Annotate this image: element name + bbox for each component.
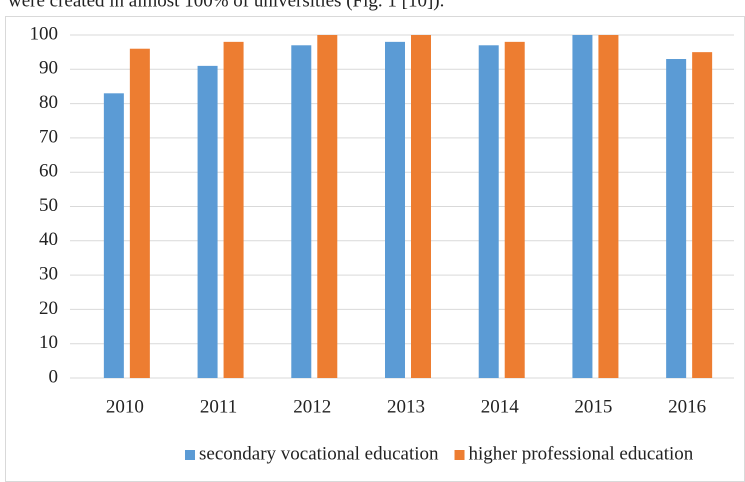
- x-tick-label: 2014: [481, 396, 520, 417]
- bar: [103, 93, 124, 378]
- bar: [197, 65, 218, 379]
- preceding-text: were created in almost 100% of universit…: [8, 0, 444, 11]
- x-tick-label: 2016: [668, 396, 706, 417]
- bar: [598, 35, 619, 378]
- bar: [666, 59, 687, 378]
- x-tick-label: 2010: [106, 396, 144, 417]
- bar: [572, 35, 593, 378]
- bar: [317, 35, 338, 378]
- x-tick-label: 2013: [387, 396, 425, 417]
- bar: [478, 45, 499, 378]
- y-tick-label: 100: [30, 23, 59, 44]
- y-tick-label: 60: [39, 161, 58, 182]
- bar: [411, 35, 431, 378]
- y-tick-label: 80: [39, 92, 58, 113]
- y-tick-label: 50: [39, 195, 58, 216]
- y-tick-label: 40: [39, 229, 58, 250]
- bar: [385, 41, 405, 379]
- bar: [223, 41, 244, 379]
- y-tick-label: 10: [39, 332, 58, 353]
- legend-label: higher professional education: [469, 443, 694, 464]
- x-tick-label: 2012: [293, 396, 331, 417]
- bar: [504, 41, 525, 379]
- bar: [129, 48, 150, 378]
- x-tick-label: 2011: [200, 396, 237, 417]
- legend-swatch: [454, 450, 465, 460]
- y-tick-label: 30: [39, 263, 58, 284]
- legend-swatch: [185, 450, 195, 460]
- y-tick-label: 70: [39, 126, 58, 147]
- bar: [291, 45, 312, 378]
- y-tick-label: 0: [49, 366, 59, 387]
- y-tick-label: 20: [39, 298, 58, 319]
- legend-label: secondary vocational education: [199, 443, 439, 464]
- x-tick-label: 2015: [574, 396, 612, 417]
- bar: [692, 52, 713, 379]
- y-tick-label: 90: [39, 58, 58, 79]
